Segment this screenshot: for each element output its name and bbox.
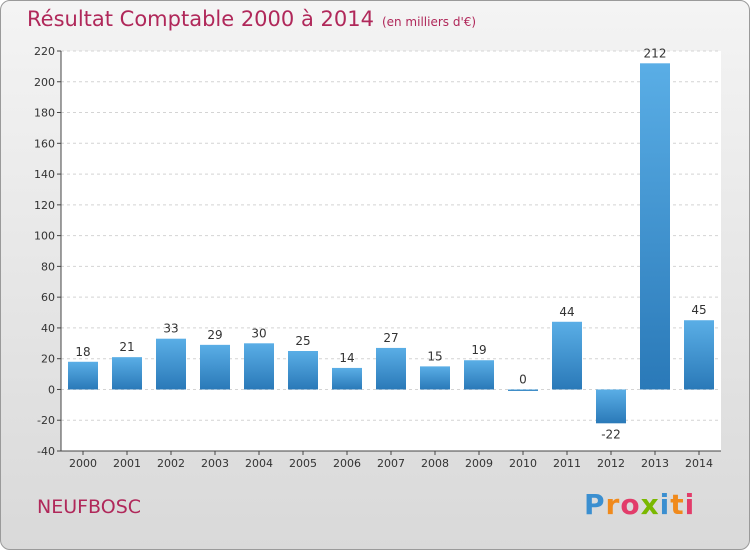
y-tick-label: 40 <box>41 322 55 335</box>
bar-2007 <box>376 347 406 390</box>
logo-letter: i <box>659 488 671 521</box>
bar-2005 <box>288 351 318 390</box>
y-tick-label: 80 <box>41 260 55 273</box>
x-tick-label: 2010 <box>509 457 537 470</box>
value-label: 212 <box>644 46 667 60</box>
logo-letter: o <box>620 488 641 521</box>
value-label: 15 <box>427 349 442 363</box>
bar-2009 <box>464 360 494 390</box>
chart-title-text: Résultat Comptable 2000 à 2014 <box>27 7 374 31</box>
logo-letter: i <box>684 488 696 521</box>
y-tick-label: 160 <box>34 137 55 150</box>
y-axis: -40 -20 0 20 40 60 80 100 120 140 160 180 200 220 <box>34 45 62 458</box>
value-label: 25 <box>295 334 310 348</box>
x-tick-label: 2014 <box>685 457 713 470</box>
bar-2013 <box>640 63 670 390</box>
bar-2004 <box>244 343 274 390</box>
y-tick-label: -40 <box>37 445 55 458</box>
town-name: NEUFBOSC <box>37 496 142 518</box>
x-tick-label: 2007 <box>377 457 405 470</box>
proxiti-logo[interactable]: Proxiti <box>584 488 695 521</box>
bar-2014 <box>684 320 714 390</box>
x-tick-label: 2001 <box>113 457 141 470</box>
bars <box>68 63 714 424</box>
chart-subtitle: (en milliers d'€) <box>381 15 477 29</box>
x-tick-label: 2012 <box>597 457 625 470</box>
value-label: 14 <box>339 351 354 365</box>
bar-2012 <box>596 389 626 424</box>
value-label: -22 <box>601 427 621 441</box>
bar-2002 <box>156 338 186 390</box>
bar-2006 <box>332 367 362 390</box>
bar-2003 <box>200 344 230 390</box>
y-tick-label: 140 <box>34 168 55 181</box>
x-tick-label: 2002 <box>157 457 185 470</box>
y-tick-label: 220 <box>34 45 55 58</box>
bar-2001 <box>112 357 142 390</box>
y-tick-label: 180 <box>34 107 55 120</box>
x-tick-label: 2005 <box>289 457 317 470</box>
x-tick-label: 2003 <box>201 457 229 470</box>
x-tick-label: 2009 <box>465 457 493 470</box>
logo-letter: t <box>670 488 685 521</box>
logo-letter: P <box>584 488 606 521</box>
value-label: 0 <box>519 372 527 386</box>
value-label: 33 <box>163 322 178 336</box>
y-tick-label: 100 <box>34 230 55 243</box>
x-tick-label: 2008 <box>421 457 449 470</box>
x-tick-label: 2011 <box>553 457 581 470</box>
y-tick-label: -20 <box>37 414 55 427</box>
logo-letter: x <box>640 488 660 521</box>
y-tick-label: 60 <box>41 291 55 304</box>
bar-2010 <box>508 389 538 391</box>
value-label: 21 <box>119 340 134 354</box>
value-label: 19 <box>471 343 486 357</box>
x-axis: 2000 2001 2002 2003 2004 2005 2006 2007 2008 2009… <box>61 450 721 470</box>
chart-title: Résultat Comptable 2000 à 2014 (en millie… <box>27 7 476 31</box>
value-label: 18 <box>75 345 90 359</box>
bar-2008 <box>420 366 450 390</box>
value-label: 44 <box>559 305 574 319</box>
value-label: 30 <box>251 326 266 340</box>
x-tick-label: 2013 <box>641 457 669 470</box>
value-labels: 18 21 33 29 30 25 14 27 15 19 0 44 -22 212 45 <box>75 46 706 441</box>
y-tick-label: 120 <box>34 199 55 212</box>
y-tick-label: 0 <box>48 383 55 396</box>
logo-letter: r <box>605 488 621 521</box>
value-label: 27 <box>383 331 398 345</box>
x-tick-label: 2000 <box>69 457 97 470</box>
value-label: 45 <box>691 303 706 317</box>
bar-2011 <box>552 321 582 390</box>
y-tick-label: 20 <box>41 353 55 366</box>
x-tick-label: 2006 <box>333 457 361 470</box>
x-tick-label: 2004 <box>245 457 273 470</box>
value-label: 29 <box>207 328 222 342</box>
y-tick-label: 200 <box>34 76 55 89</box>
bar-2000 <box>68 361 98 390</box>
